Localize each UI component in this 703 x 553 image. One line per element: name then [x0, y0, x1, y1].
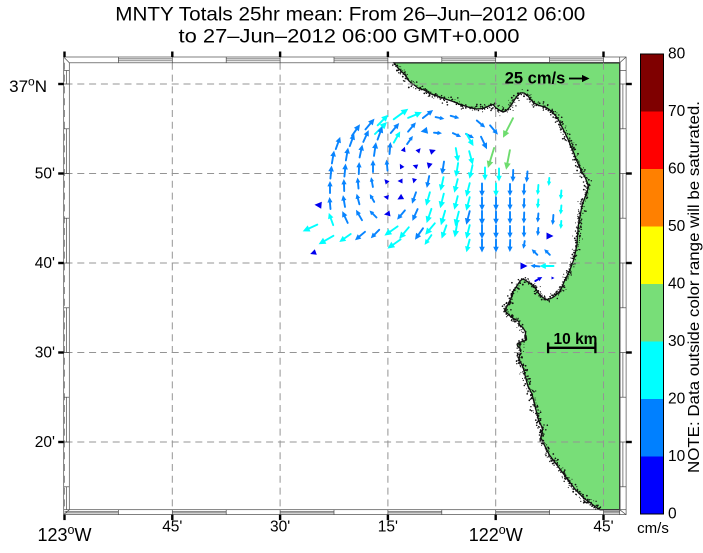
svg-text:25 cm/s: 25 cm/s: [505, 70, 566, 88]
svg-text:20': 20': [35, 434, 55, 451]
svg-text:45': 45': [162, 519, 182, 536]
svg-text:0: 0: [668, 506, 677, 523]
svg-text:122oW: 122oW: [469, 523, 523, 545]
svg-text:to 27–Jun–2012 06:00 GMT+0.000: to 27–Jun–2012 06:00 GMT+0.000: [179, 26, 520, 47]
svg-text:30: 30: [668, 333, 686, 350]
svg-text:70: 70: [668, 103, 686, 120]
svg-text:50': 50': [35, 165, 55, 182]
svg-text:80: 80: [668, 46, 686, 63]
svg-text:40': 40': [35, 255, 55, 272]
svg-text:123oW: 123oW: [38, 523, 92, 545]
svg-text:10: 10: [668, 448, 686, 465]
svg-text:cm/s: cm/s: [637, 520, 669, 537]
svg-text:15': 15': [378, 519, 398, 536]
svg-text:60: 60: [668, 161, 686, 178]
svg-text:20: 20: [668, 391, 686, 408]
svg-text:MNTY Totals 25hr mean: From 26: MNTY Totals 25hr mean: From 26–Jun–2012 …: [115, 5, 585, 26]
svg-text:50: 50: [668, 218, 686, 235]
svg-text:30': 30': [35, 344, 55, 361]
svg-text:10 km: 10 km: [554, 331, 598, 348]
svg-text:40: 40: [668, 276, 686, 293]
svg-text:45': 45': [593, 519, 613, 536]
svg-text:30': 30': [270, 519, 290, 536]
svg-text:NOTE: Data outside color range: NOTE: Data outside color range will be s…: [686, 101, 703, 473]
